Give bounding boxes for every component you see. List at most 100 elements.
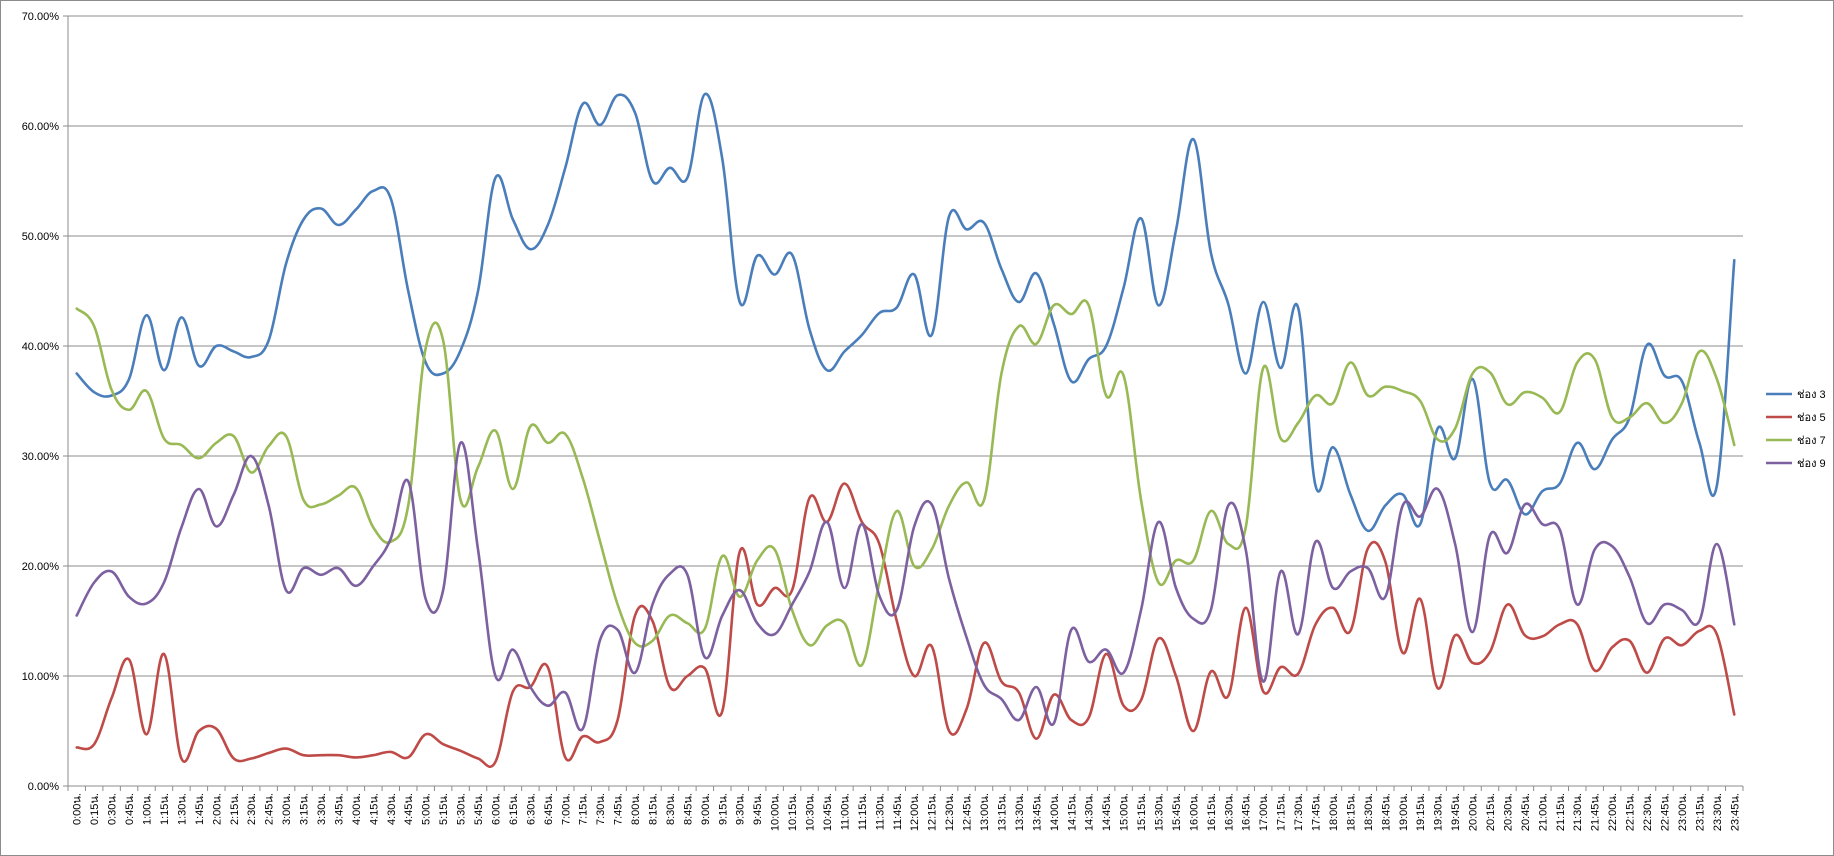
x-tick-label: 23:00น. [1677, 793, 1689, 831]
x-tick-label: 7:15น. [578, 793, 590, 825]
x-tick-label: 20:45น. [1520, 793, 1532, 831]
legend-label: ช่อง 7 [1797, 435, 1826, 447]
x-tick-label: 18:45น. [1380, 793, 1392, 831]
x-tick-label: 18:15น. [1345, 793, 1357, 831]
x-tick-label: 6:45น. [543, 793, 555, 825]
x-tick-label: 7:45น. [613, 793, 625, 825]
x-tick-label: 17:00น. [1258, 793, 1270, 831]
x-tick-label: 15:15น. [1136, 793, 1148, 831]
x-tick-label: 21:45น. [1590, 793, 1602, 831]
x-tick-label: 7:00น. [560, 793, 572, 825]
x-tick-label: 20:00น. [1468, 793, 1480, 831]
x-tick-label: 16:30น. [1223, 793, 1235, 831]
x-tick-label: 8:45น. [682, 793, 694, 825]
x-tick-label: 15:30น. [1153, 793, 1165, 831]
y-tick-label: 0.00% [28, 781, 59, 793]
x-tick-label: 23:45น. [1729, 793, 1741, 831]
x-tick-label: 11:00น. [839, 793, 851, 830]
x-tick-label: 12:15น. [927, 793, 939, 831]
y-axis: 0.00% 10.00% 20.00% 30.00% 40.00% 50.00% 60.00… [22, 11, 69, 793]
x-tick-label: 3:45น. [333, 793, 345, 825]
y-tick-label: 60.00% [22, 121, 60, 133]
x-tick-label: 4:30น. [386, 793, 398, 825]
x-tick-label: 4:15น. [368, 793, 380, 825]
legend: ช่อง 3 ช่อง 5 ช่อง 7 ช่อง 9 [1766, 389, 1826, 470]
x-tick-label: 1:45น. [194, 793, 206, 825]
x-tick-label: 15:45น. [1171, 793, 1183, 831]
x-tick-label: 2:45น. [264, 793, 276, 825]
x-tick-label: 19:45น. [1450, 793, 1462, 831]
x-tick-label: 9:45น. [752, 793, 764, 825]
x-tick-label: 9:15น. [717, 793, 729, 825]
x-tick-label: 0:00น. [72, 793, 84, 825]
x-tick-label: 16:00น. [1188, 793, 1200, 831]
x-tick-label: 8:00น. [630, 793, 642, 825]
x-tick-label: 14:45น. [1101, 793, 1113, 831]
x-tick-label: 21:30น. [1572, 793, 1584, 831]
legend-label: ช่อง 5 [1797, 412, 1826, 424]
x-tick-label: 21:15น. [1555, 793, 1567, 831]
x-tick-label: 13:45น. [1031, 793, 1043, 831]
x-tick-label: 6:30น. [525, 793, 537, 825]
x-tick-label: 11:30น. [874, 793, 886, 830]
legend-label: ช่อง 9 [1797, 458, 1826, 470]
y-tick-label: 20.00% [22, 561, 60, 573]
x-tick-label: 1:00น. [142, 793, 154, 825]
x-tick-label: 11:15น. [857, 793, 869, 830]
y-tick-label: 70.00% [22, 11, 60, 23]
x-tick-label: 15:00น. [1119, 793, 1131, 831]
x-tick-label: 12:45น. [962, 793, 974, 831]
x-tick-label: 22:45น. [1659, 793, 1671, 831]
x-tick-label: 0:45น. [124, 793, 136, 825]
x-tick-label: 20:30น. [1502, 793, 1514, 831]
series-line-4 [75, 441, 1736, 732]
x-tick-label: 10:00น. [770, 793, 782, 831]
series-line-3 [75, 299, 1736, 667]
x-tick-label: 5:45น. [473, 793, 485, 825]
x-tick-label: 19:00น. [1398, 793, 1410, 831]
x-tick-label: 16:15น. [1206, 793, 1218, 831]
x-tick-label: 14:00น. [1049, 793, 1061, 831]
x-tick-label: 5:30น. [456, 793, 468, 825]
x-tick-label: 3:15น. [299, 793, 311, 825]
x-tick-label: 1:30น. [176, 793, 188, 825]
series-line-2 [75, 482, 1736, 768]
x-tick-label: 23:15น. [1694, 793, 1706, 831]
x-tick-label: 22:30น. [1642, 793, 1654, 831]
legend-label: ช่อง 3 [1797, 389, 1826, 401]
x-tick-label: 8:15น. [648, 793, 660, 825]
x-tick-label: 4:00น. [351, 793, 363, 825]
x-tick-label: 4:45น. [403, 793, 415, 825]
x-tick-label: 1:15น. [159, 793, 171, 825]
x-tick-label: 5:15น. [438, 793, 450, 825]
x-tick-label: 10:45น. [822, 793, 834, 831]
x-tick-label: 14:15น. [1066, 793, 1078, 831]
x-tick-label: 20:15น. [1485, 793, 1497, 831]
y-tick-label: 10.00% [22, 671, 60, 683]
x-tick-label: 19:15น. [1415, 793, 1427, 831]
x-tick-label: 9:00น. [700, 793, 712, 825]
x-tick-label: 11:45น. [892, 793, 904, 830]
x-tick-label: 2:00น. [211, 793, 223, 825]
x-tick-label: 12:00น. [909, 793, 921, 831]
x-tick-label: 6:00น. [490, 793, 502, 825]
x-tick-label: 8:30น. [665, 793, 677, 825]
x-tick-label: 12:30น. [944, 793, 956, 831]
x-tick-label: 7:30น. [595, 793, 607, 825]
series-lines [75, 92, 1736, 768]
x-tick-label: 10:30น. [805, 793, 817, 831]
gridlines [68, 15, 1743, 677]
x-tick-label: 5:00น. [421, 793, 433, 825]
x-tick-label: 21:00น. [1537, 793, 1549, 831]
x-tick-label: 13:30น. [1014, 793, 1026, 831]
x-tick-label: 17:45น. [1311, 793, 1323, 831]
x-axis: 0:00น. 0:15น. 0:30น. 0:45น. 1:00น. 1:15น. 1:30… [67, 785, 1744, 831]
x-tick-label: 13:00น. [979, 793, 991, 831]
x-tick-label: 14:30น. [1084, 793, 1096, 831]
x-tick-label: 6:15น. [508, 793, 520, 825]
x-tick-label: 16:45น. [1241, 793, 1253, 831]
x-tick-label: 19:30น. [1433, 793, 1445, 831]
series-line-1 [75, 92, 1736, 533]
